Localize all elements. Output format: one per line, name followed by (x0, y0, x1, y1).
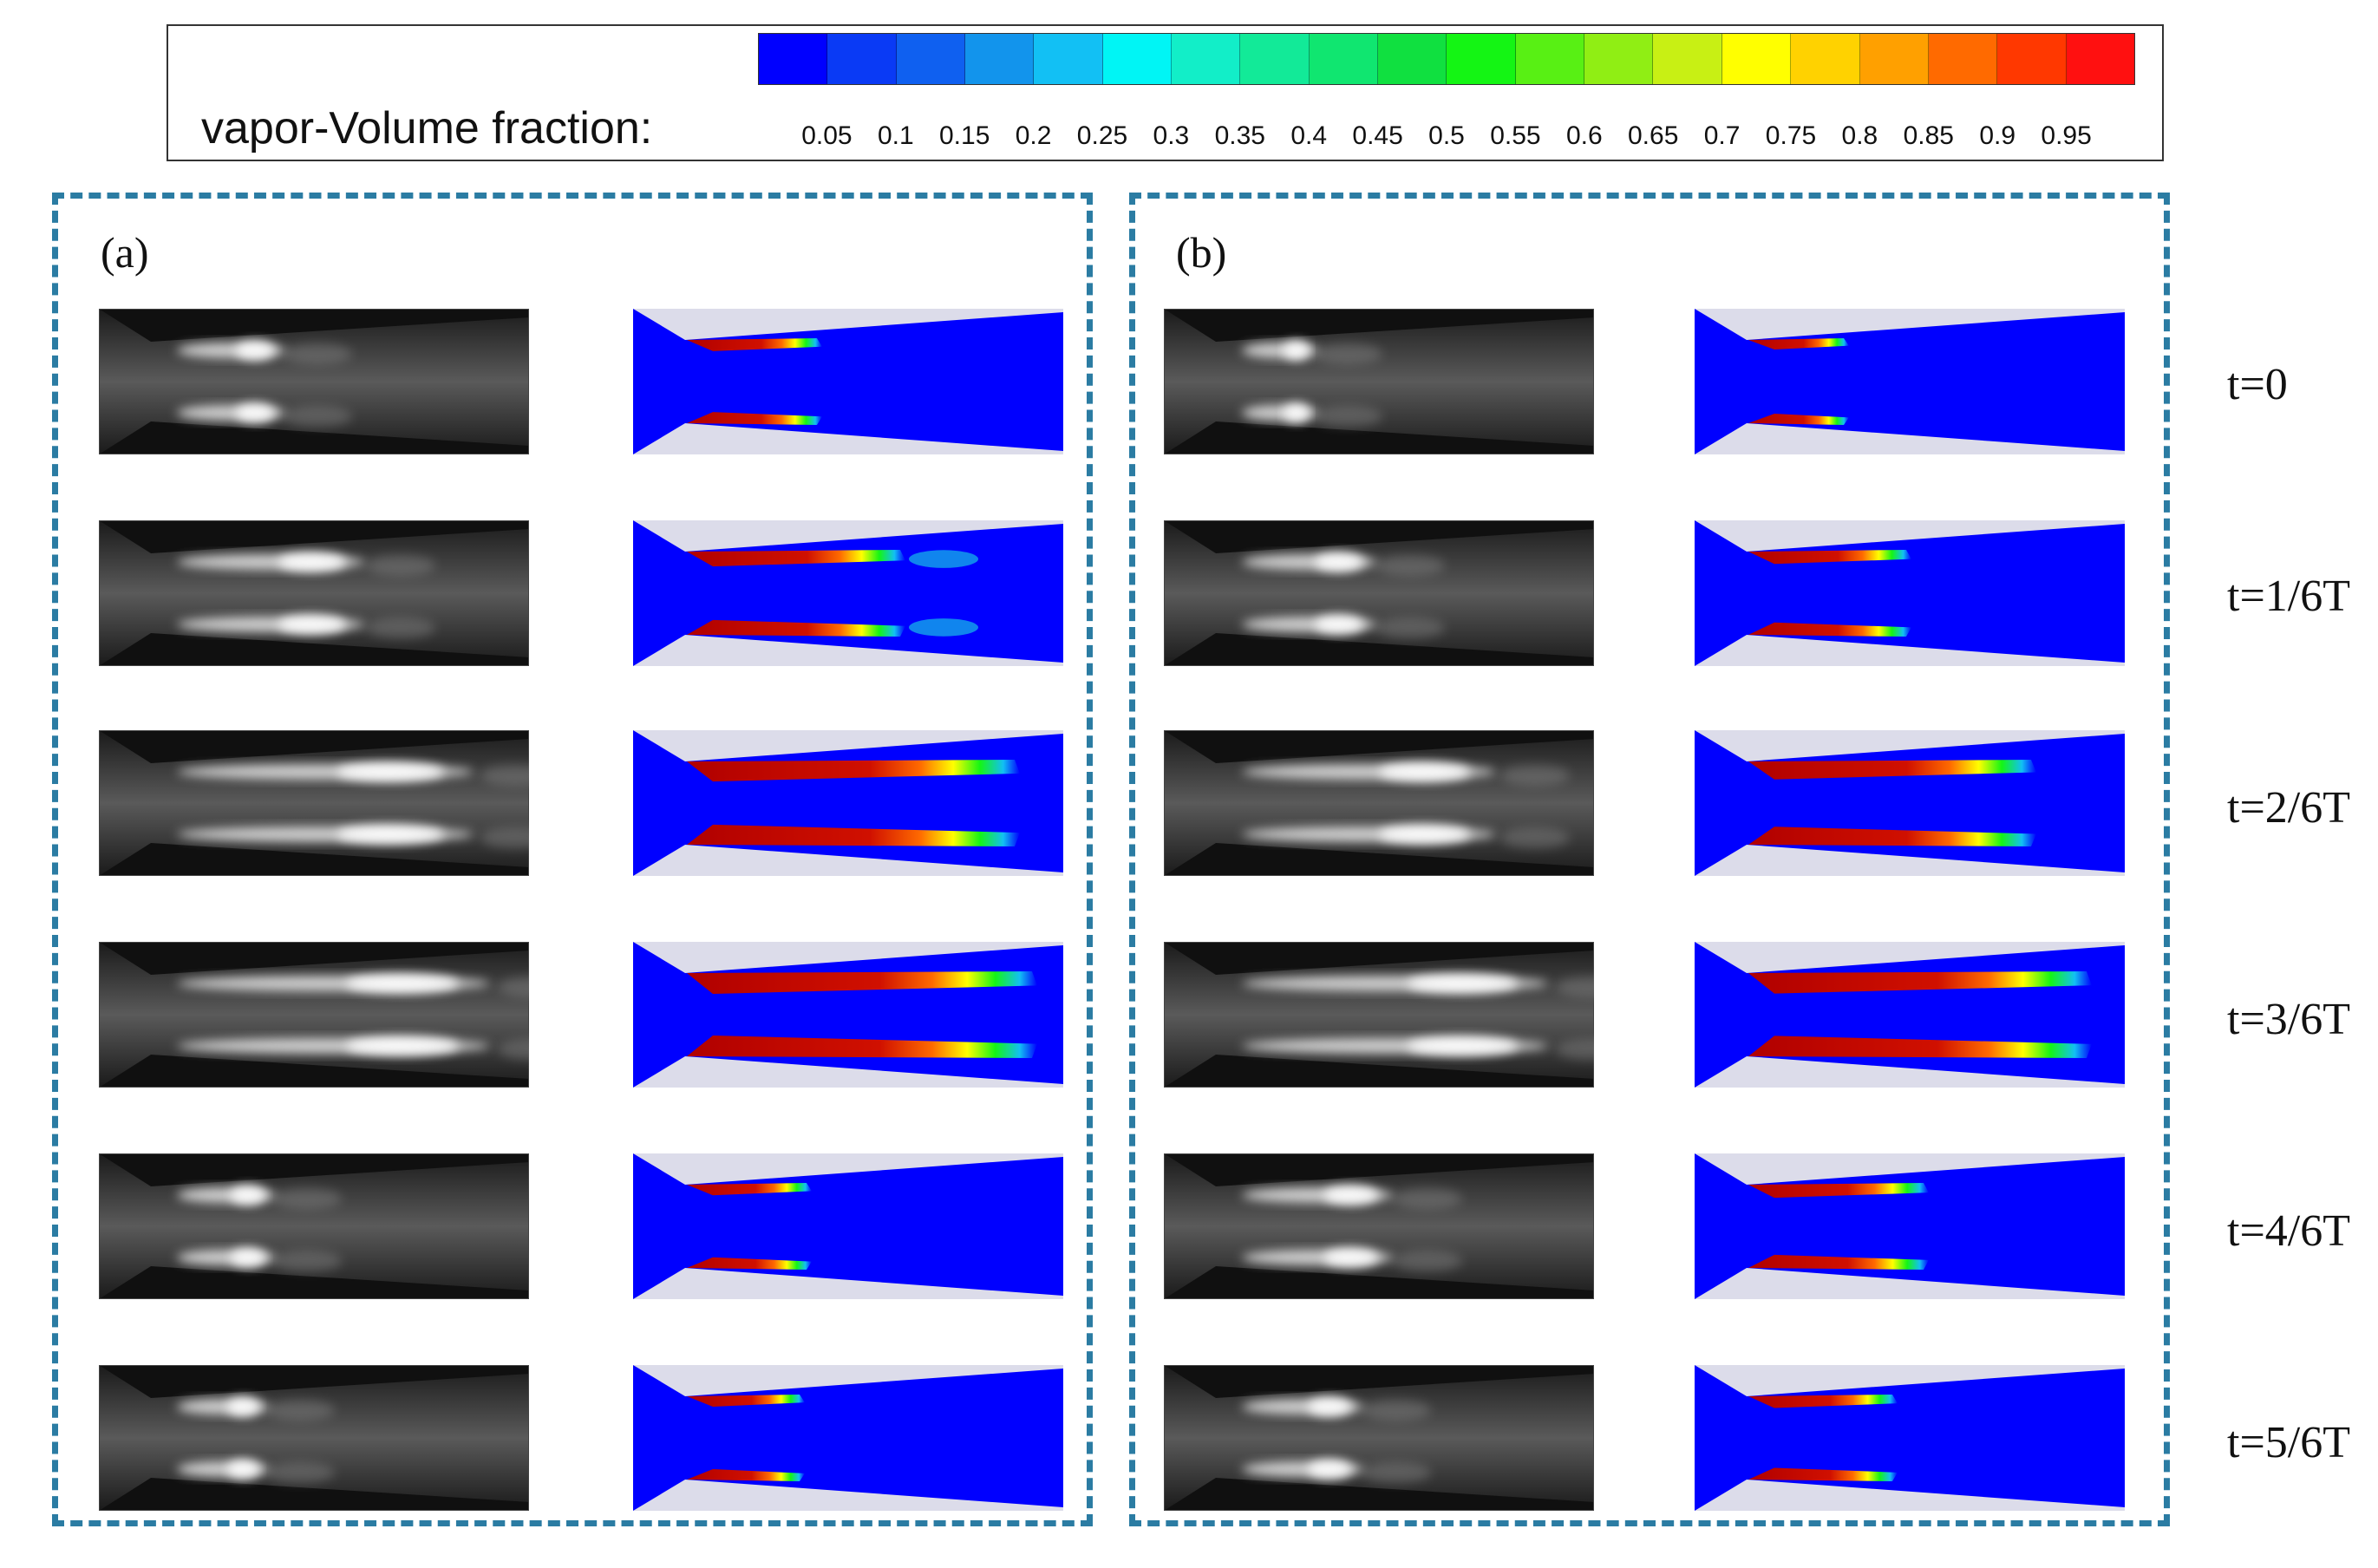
time-label-4: t=4/6T (2227, 1206, 2350, 1256)
colorbar-swatch (1997, 34, 2067, 84)
colorbar-tick-label: 0.6 (1565, 121, 1603, 150)
time-label-1: t=1/6T (2227, 572, 2350, 621)
colorbar-swatch (1378, 34, 1447, 84)
colorbar-tick-label: 0.75 (1765, 121, 1817, 150)
cfd-panel-1-row-3 (1695, 942, 2125, 1088)
colorbar-swatch (896, 34, 966, 84)
time-label-3: t=3/6T (2227, 995, 2350, 1044)
photo-panel-1-row-3 (1164, 942, 1594, 1088)
colorbar-tick-label: 0.5 (1428, 121, 1465, 150)
colorbar-tick-label: 0.2 (1015, 121, 1052, 150)
colorbar-tick-label: 0.35 (1214, 121, 1265, 150)
colorbar-tick-label: 0.15 (938, 121, 990, 150)
cfd-panel-0-row-5 (633, 1365, 1063, 1511)
colorbar-tick-label: 0.9 (1979, 121, 2016, 150)
colorbar-swatch (1309, 34, 1379, 84)
cfd-panel-0-row-2 (633, 730, 1063, 876)
cfd-panel-0-row-4 (633, 1153, 1063, 1299)
colorbar-swatch (1791, 34, 1860, 84)
cfd-panel-0-row-3 (633, 942, 1063, 1088)
photo-panel-0-row-3 (99, 942, 529, 1088)
colorbar-tick-label: 0.05 (801, 121, 853, 150)
panel-b-label: (b) (1176, 228, 1227, 277)
colorbar-tick-label: 0.3 (1153, 121, 1190, 150)
colorbar-swatch (1240, 34, 1310, 84)
colorbar-swatch (1034, 34, 1103, 84)
colorbar-swatch (1172, 34, 1241, 84)
photo-panel-0-row-1 (99, 520, 529, 666)
colorbar-tick-label: 0.95 (2041, 121, 2092, 150)
cfd-panel-1-row-5 (1695, 1365, 2125, 1511)
time-label-5: t=5/6T (2227, 1418, 2350, 1467)
colorbar-swatch (1102, 34, 1173, 84)
colorbar-swatch (1859, 34, 1929, 84)
colorbar-tick-label: 0.7 (1703, 121, 1741, 150)
colorbar-swatch (1721, 34, 1792, 84)
panel-a-frame (52, 193, 1093, 1526)
colorbar-swatch (2066, 34, 2134, 84)
photo-panel-1-row-1 (1164, 520, 1594, 666)
colorbar-tick-label: 0.1 (877, 121, 914, 150)
cfd-panel-1-row-2 (1695, 730, 2125, 876)
time-label-0: t=0 (2227, 360, 2288, 409)
panel-a-label: (a) (101, 228, 149, 277)
colorbar-tick-label: 0.25 (1076, 121, 1128, 150)
cfd-panel-1-row-4 (1695, 1153, 2125, 1299)
photo-panel-1-row-2 (1164, 730, 1594, 876)
colorbar-tick-label: 0.65 (1627, 121, 1679, 150)
photo-panel-0-row-5 (99, 1365, 529, 1511)
photo-panel-0-row-0 (99, 309, 529, 454)
photo-panel-1-row-0 (1164, 309, 1594, 454)
colorbar-swatch (1584, 34, 1654, 84)
panel-b-frame (1129, 193, 2170, 1526)
photo-panel-0-row-2 (99, 730, 529, 876)
colorbar-swatch (1515, 34, 1585, 84)
cfd-panel-1-row-1 (1695, 520, 2125, 666)
colorbar-swatch (759, 34, 828, 84)
photo-panel-1-row-4 (1164, 1153, 1594, 1299)
cfd-panel-0-row-0 (633, 309, 1063, 454)
colorbar-tick-label: 0.45 (1352, 121, 1403, 150)
photo-panel-1-row-5 (1164, 1365, 1594, 1511)
colorbar-swatch (965, 34, 1035, 84)
colorbar-swatch (827, 34, 897, 84)
colorbar-tick-label: 0.85 (1903, 121, 1954, 150)
colorbar-swatch (1653, 34, 1722, 84)
photo-panel-0-row-4 (99, 1153, 529, 1299)
colorbar-tick-label: 0.4 (1290, 121, 1328, 150)
colorbar (758, 33, 2135, 85)
cfd-panel-1-row-0 (1695, 309, 2125, 454)
time-label-2: t=2/6T (2227, 783, 2350, 833)
colorbar-ticks: 0.05 0.1 0.15 0.2 0.25 0.3 0.35 0.4 0.45 0.5 0.55 0… (758, 121, 2135, 156)
legend-title: vapor-Volume fraction: (201, 103, 653, 154)
colorbar-tick-label: 0.8 (1841, 121, 1878, 150)
colorbar-swatch (1447, 34, 1516, 84)
colorbar-tick-label: 0.55 (1490, 121, 1541, 150)
cfd-panel-0-row-1 (633, 520, 1063, 666)
colorbar-swatch (1928, 34, 1998, 84)
